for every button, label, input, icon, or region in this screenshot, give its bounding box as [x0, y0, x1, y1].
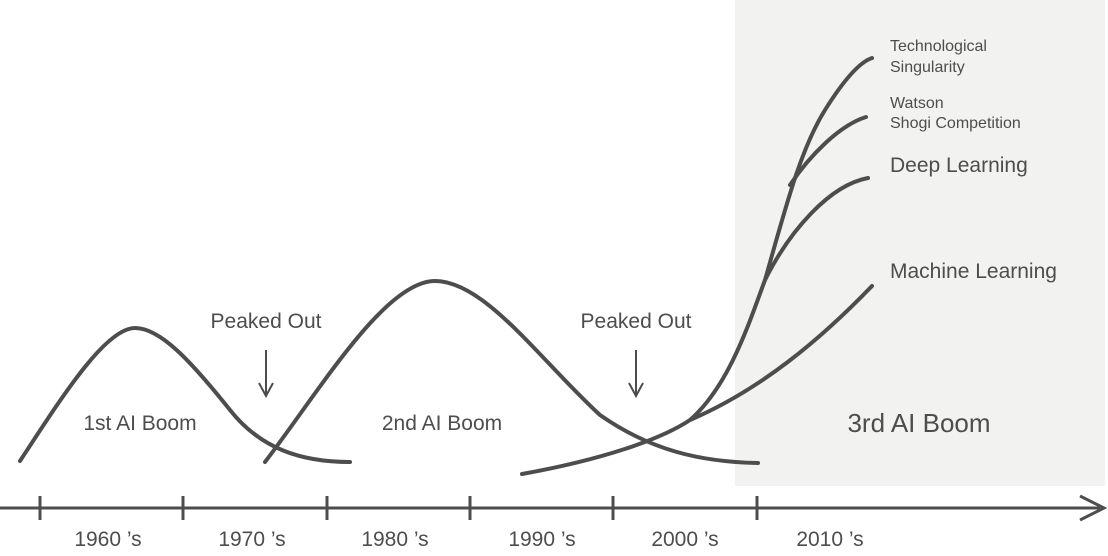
decade-label-1960s: 1960 ’s [74, 528, 141, 551]
decade-label-1990s: 1990 ’s [508, 528, 575, 551]
deep-learning-label: Deep Learning [890, 154, 1028, 177]
decade-label-1970s: 1970 ’s [218, 528, 285, 551]
decade-label-1980s: 1980 ’s [361, 528, 428, 551]
first-boom-curve [18, 325, 352, 464]
second-peak-label: Peaked Out [581, 310, 692, 333]
watson-label-line2: Shogi Competition [890, 115, 1021, 132]
second-boom-label: 2nd AI Boom [382, 412, 502, 435]
singularity-label-line1: Technological [890, 38, 987, 55]
second-boom-curve [263, 278, 760, 465]
decade-label-2000s: 2000 ’s [651, 528, 718, 551]
deep-learning-branch [763, 176, 870, 282]
machine-learning-label: Machine Learning [890, 260, 1057, 283]
timeline-arrowhead [1079, 494, 1108, 522]
watson-label-line1: Watson [890, 95, 944, 112]
third-boom-label: 3rd AI Boom [847, 408, 990, 438]
watson-branch [788, 115, 868, 187]
singularity-label-line2: Singularity [890, 59, 965, 76]
second-peak-arrow [628, 350, 644, 399]
third-boom-panel [735, 0, 1105, 486]
first-boom-label: 1st AI Boom [83, 412, 196, 435]
decade-label-2010s: 2010 ’s [796, 528, 863, 551]
first-peak-arrow [258, 350, 274, 399]
first-peak-label: Peaked Out [211, 310, 322, 333]
main-rise-curve [688, 56, 874, 422]
